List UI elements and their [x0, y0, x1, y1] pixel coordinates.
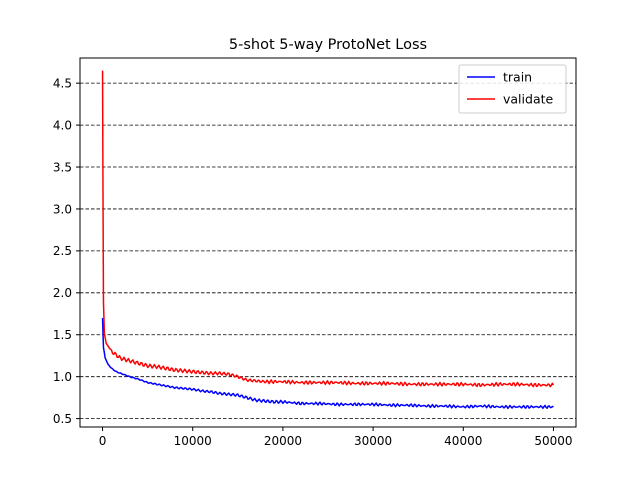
series-lines [101, 70, 555, 410]
y-tick-label-1: 1.0 [53, 370, 72, 384]
series-line-train [101, 317, 554, 410]
y-tick-label-8: 4.5 [53, 76, 72, 90]
legend: train validate [458, 64, 567, 114]
y-tick-label-3: 2.0 [53, 286, 72, 300]
x-tick-label-0: 0 [99, 434, 107, 448]
y-tick-label-0: 0.5 [53, 412, 72, 426]
y-tick-label-7: 4.0 [53, 118, 72, 132]
grid-lines [80, 82, 576, 420]
x-tick-label-5: 50000 [534, 434, 572, 448]
x-tick-label-4: 40000 [444, 434, 482, 448]
y-tick-label-5: 3.0 [53, 202, 72, 216]
legend-label-validate: validate [503, 92, 553, 107]
y-tick-label-6: 3.5 [53, 160, 72, 174]
series-line-validate [101, 70, 555, 388]
x-tick-label-1: 10000 [174, 434, 212, 448]
plot-frame [79, 57, 577, 428]
legend-label-train: train [503, 70, 532, 85]
x-tick-label-3: 30000 [354, 434, 392, 448]
chart-title: 5-shot 5-way ProtoNet Loss [229, 37, 427, 53]
axes: 0 10000 20000 30000 40000 50000 0.5 1.0 1.5 2.0 2.… [53, 57, 577, 448]
y-tick-label-2: 1.5 [53, 328, 72, 342]
x-tick-label-2: 20000 [264, 434, 302, 448]
y-tick-label-4: 2.5 [53, 244, 72, 258]
